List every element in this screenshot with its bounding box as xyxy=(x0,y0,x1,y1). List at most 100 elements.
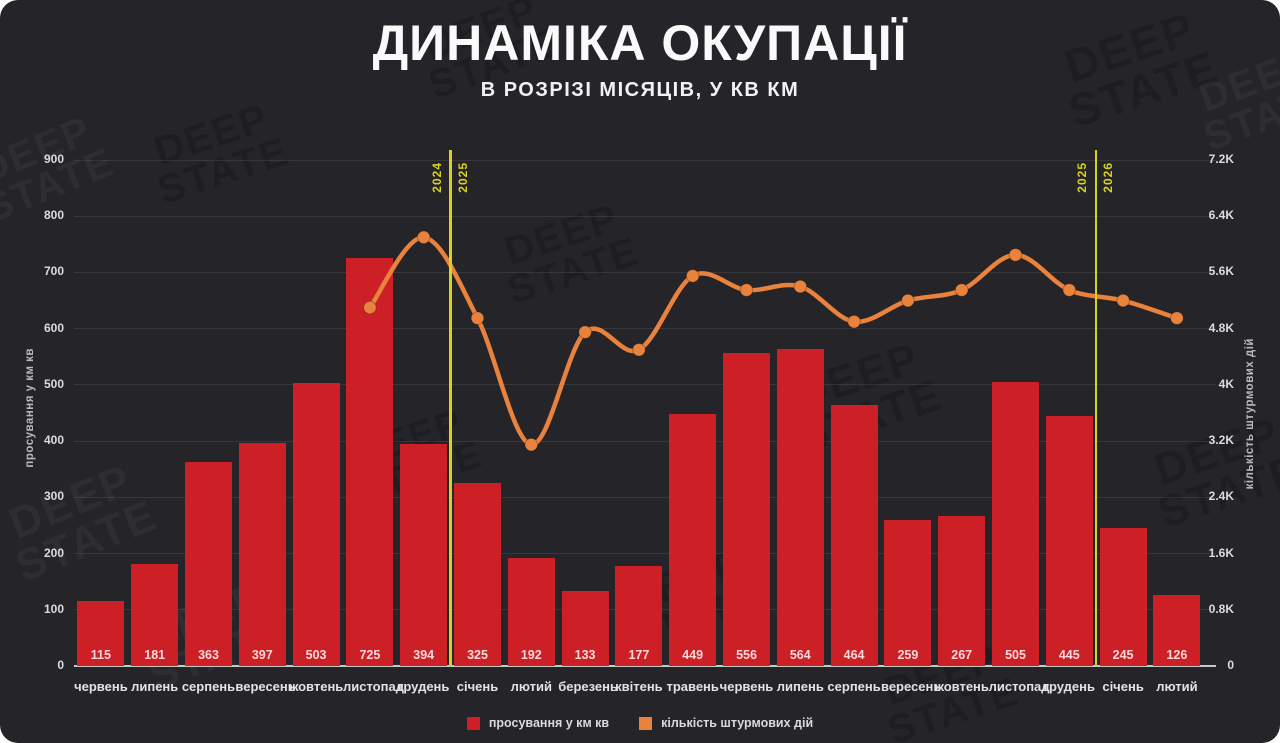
x-axis-month-label: жовтень xyxy=(289,679,344,694)
y-axis-tick-left: 900 xyxy=(43,152,64,166)
x-axis-month-label: січень xyxy=(456,679,499,694)
y-axis-tick-right: 2.4K xyxy=(1208,489,1234,504)
bar: 259 xyxy=(884,520,932,666)
bar: 449 xyxy=(669,413,717,666)
line-marker xyxy=(954,283,969,297)
x-axis-month-label: травень xyxy=(666,679,719,694)
bar-value-label: 464 xyxy=(843,647,865,662)
bar-value-label: 564 xyxy=(789,647,811,662)
bar: 245 xyxy=(1099,528,1147,666)
y-axis-tick-right: 5.6K xyxy=(1208,264,1234,279)
bar-value-label: 445 xyxy=(1058,647,1080,662)
y-axis-tick-left: 300 xyxy=(43,489,64,504)
year-divider-line xyxy=(1094,150,1098,666)
line-marker xyxy=(470,311,485,325)
grid-line xyxy=(74,384,1216,386)
line-marker xyxy=(793,279,808,294)
y-axis-tick-left: 400 xyxy=(43,433,64,448)
grid-line xyxy=(74,328,1216,330)
x-axis-month-label: жовтень xyxy=(934,679,989,694)
right-axis-title: кількість штурмових дій xyxy=(1244,338,1256,490)
year-divider-label: 2025 xyxy=(1075,162,1090,193)
grid-line xyxy=(74,159,1216,161)
bar-value-label: 505 xyxy=(1005,647,1026,662)
bar-value-label: 397 xyxy=(251,647,273,662)
line-marker xyxy=(1008,248,1023,262)
y-axis-tick-right: 3.2K xyxy=(1208,433,1234,448)
x-axis-month-label: червень xyxy=(74,679,128,694)
line-marker xyxy=(1116,293,1130,308)
line-marker xyxy=(416,230,431,245)
legend-item-assaults: кількість штурмових дій xyxy=(639,716,813,730)
x-axis-month-label: грудень xyxy=(1043,679,1095,694)
grid-line xyxy=(74,271,1216,273)
legend-item-advance: просування у км кв xyxy=(466,716,610,730)
year-divider-label: 2025 xyxy=(455,162,470,193)
left-axis-title: просування у км кв xyxy=(24,348,36,468)
x-axis-month-label: вересень xyxy=(881,679,942,694)
x-axis-month-label: листопад xyxy=(988,679,1050,694)
x-axis-month-label: вересень xyxy=(235,679,296,694)
bar-value-label: 126 xyxy=(1166,647,1188,662)
line-path xyxy=(367,235,1180,447)
x-axis-month-label: липень xyxy=(131,679,179,694)
x-axis-month-label: березень xyxy=(558,679,618,694)
y-axis-tick-left: 0 xyxy=(57,658,64,672)
grid-line xyxy=(74,215,1216,217)
bar: 505 xyxy=(992,382,1039,666)
bar: 126 xyxy=(1153,595,1201,666)
legend-swatch-red-icon xyxy=(466,716,480,730)
bar: 503 xyxy=(292,383,340,666)
y-axis-tick-left: 500 xyxy=(43,376,64,391)
bar: 397 xyxy=(238,442,286,666)
bar-value-label: 449 xyxy=(682,647,704,662)
y-axis-tick-right: 7.2K xyxy=(1208,152,1234,166)
year-divider-line xyxy=(449,150,452,666)
bar: 181 xyxy=(131,564,179,666)
line-marker xyxy=(901,293,915,308)
legend-label-advance: просування у км кв xyxy=(488,716,610,730)
bar-value-label: 394 xyxy=(413,647,435,662)
bar-value-label: 115 xyxy=(90,647,111,662)
bar-value-label: 133 xyxy=(574,647,596,662)
line-marker xyxy=(632,342,646,357)
bar: 177 xyxy=(615,566,663,666)
bar: 564 xyxy=(776,348,824,666)
x-axis-month-label: квітень xyxy=(615,679,663,694)
bar: 115 xyxy=(77,601,125,666)
x-axis-line xyxy=(74,665,1216,667)
y-axis-tick-right: 1.6K xyxy=(1208,545,1234,560)
x-axis-month-label: серпень xyxy=(827,679,881,694)
bar: 363 xyxy=(185,461,232,666)
bar-value-label: 177 xyxy=(628,647,650,662)
x-axis-month-label: лютий xyxy=(510,679,552,694)
legend-swatch-orange-icon xyxy=(639,716,653,730)
y-axis-tick-right: 4.8K xyxy=(1208,320,1234,335)
bar: 464 xyxy=(830,405,878,666)
line-marker xyxy=(739,283,754,297)
y-axis-tick-left: 800 xyxy=(43,208,64,223)
year-divider-label: 2024 xyxy=(429,162,444,193)
bar-value-label: 725 xyxy=(359,647,381,662)
x-axis-month-label: червень xyxy=(719,679,774,694)
bar-value-label: 325 xyxy=(467,647,488,662)
bar-value-label: 245 xyxy=(1112,647,1134,662)
bar: 445 xyxy=(1045,415,1093,666)
bar: 192 xyxy=(507,558,555,666)
bar-value-label: 259 xyxy=(897,647,919,662)
grid-line xyxy=(74,496,1216,498)
bar-value-label: 267 xyxy=(951,647,973,662)
y-axis-tick-left: 200 xyxy=(43,545,64,560)
y-axis-tick-right: 6.4K xyxy=(1208,208,1234,223)
y-axis-tick-right: 0 xyxy=(1227,658,1234,672)
year-divider-label: 2026 xyxy=(1101,162,1116,193)
bar: 394 xyxy=(400,444,448,666)
grid-line xyxy=(74,553,1216,555)
y-axis-tick-right: 4K xyxy=(1218,376,1234,391)
bar: 133 xyxy=(561,591,609,666)
y-axis-tick-right: 0.8K xyxy=(1208,601,1234,616)
bar-value-label: 192 xyxy=(520,647,542,662)
x-axis-month-label: липень xyxy=(776,679,824,694)
